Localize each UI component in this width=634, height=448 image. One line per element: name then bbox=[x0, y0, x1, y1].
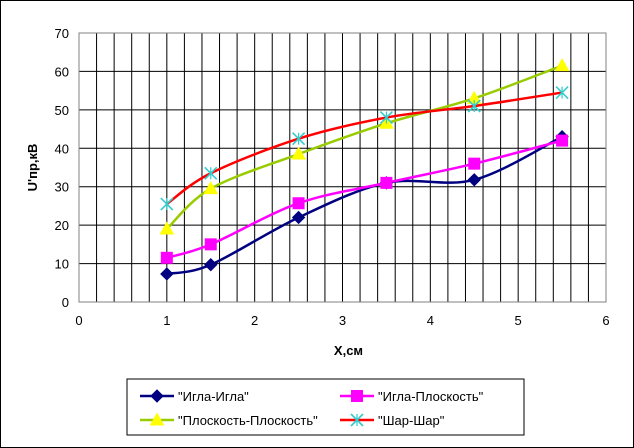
legend-entry: "Шар-Шар" bbox=[340, 413, 445, 428]
data-point bbox=[379, 110, 393, 125]
legend-label: "Игла-Плоскость" bbox=[378, 389, 484, 404]
x-tick-label: 4 bbox=[427, 313, 434, 328]
data-point bbox=[204, 238, 217, 251]
data-point bbox=[556, 134, 569, 147]
legend-label: "Плоскость-Плоскость" bbox=[178, 413, 318, 428]
data-point bbox=[291, 210, 306, 225]
legend-entry: "Игла-Плоскость" bbox=[340, 389, 484, 404]
data-point bbox=[204, 258, 218, 272]
data-point bbox=[159, 221, 175, 235]
y-tick-label: 20 bbox=[55, 218, 69, 233]
data-point bbox=[160, 197, 174, 211]
x-axis-title: X,см bbox=[334, 343, 363, 358]
y-tick-label: 70 bbox=[55, 26, 69, 41]
legend-entry: "Плоскость-Плоскость" bbox=[140, 412, 318, 428]
y-tick-label: 40 bbox=[55, 141, 69, 156]
data-point bbox=[291, 146, 306, 160]
data-point bbox=[292, 132, 306, 146]
x-tick-label: 5 bbox=[515, 313, 522, 328]
data-point bbox=[203, 181, 219, 195]
legend-marker bbox=[149, 412, 165, 426]
x-tick-label: 3 bbox=[339, 313, 346, 328]
data-point bbox=[160, 251, 173, 264]
data-point bbox=[468, 157, 481, 170]
legend bbox=[126, 378, 525, 436]
x-tick-label: 2 bbox=[251, 313, 258, 328]
series-group bbox=[159, 58, 570, 281]
y-axis-title: U'пр,кВ bbox=[25, 144, 40, 192]
y-tick-label: 60 bbox=[55, 64, 69, 79]
series-line bbox=[165, 64, 563, 230]
legend-marker bbox=[350, 413, 364, 427]
x-tick-label: 0 bbox=[75, 313, 82, 328]
x-tick-label: 6 bbox=[602, 313, 609, 328]
legend-entry: "Игла-Игла" bbox=[140, 389, 249, 404]
plot-area bbox=[78, 32, 607, 303]
y-tick-label: 10 bbox=[55, 257, 69, 272]
data-point bbox=[467, 173, 481, 187]
legend-marker bbox=[150, 389, 164, 403]
gridlines bbox=[78, 32, 607, 303]
legend-marker bbox=[351, 390, 363, 402]
x-tick-label: 1 bbox=[163, 313, 170, 328]
series-line bbox=[166, 139, 563, 260]
data-point bbox=[160, 267, 174, 281]
y-tick-label: 0 bbox=[62, 295, 69, 310]
y-tick-label: 30 bbox=[55, 180, 69, 195]
legend-label: "Шар-Шар" bbox=[378, 413, 445, 428]
y-tick-label: 50 bbox=[55, 103, 69, 118]
points-layer bbox=[159, 58, 570, 281]
data-point bbox=[555, 85, 569, 100]
legend-entries: "Игла-Игла" "Игла-Плоскость" "Плоскость-Пл… bbox=[140, 389, 484, 428]
data-point bbox=[467, 99, 481, 113]
data-point bbox=[380, 176, 393, 189]
data-point bbox=[554, 58, 570, 72]
legend-label: "Игла-Игла" bbox=[178, 389, 249, 404]
data-point bbox=[292, 197, 305, 210]
data-point bbox=[204, 166, 218, 180]
